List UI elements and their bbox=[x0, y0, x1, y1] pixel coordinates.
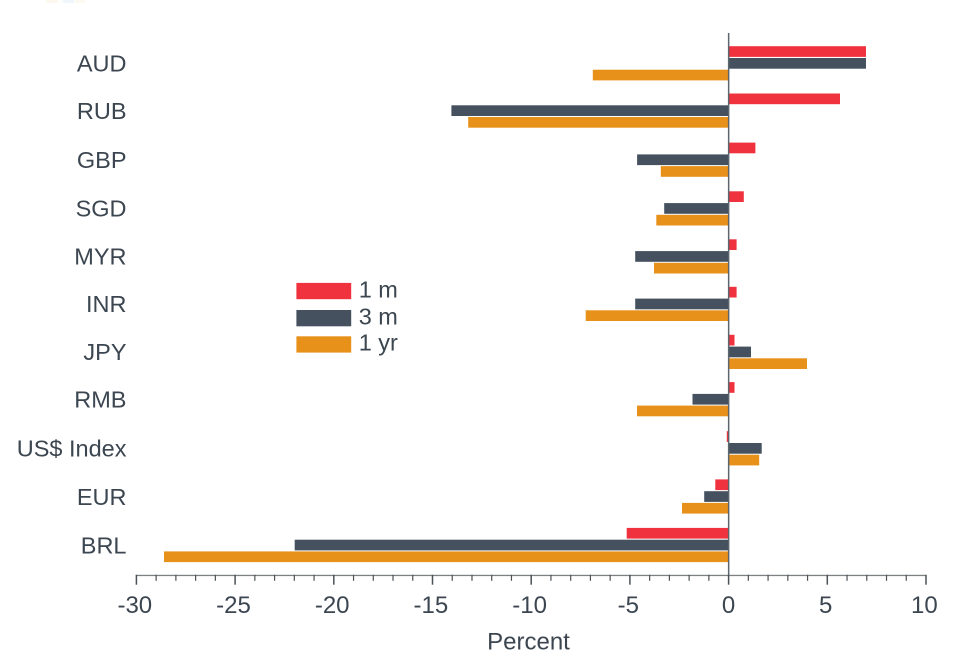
svg-text:5: 5 bbox=[819, 592, 832, 619]
svg-text:EUR: EUR bbox=[77, 484, 127, 510]
svg-text:-15: -15 bbox=[414, 592, 449, 619]
svg-text:RMB: RMB bbox=[74, 387, 126, 413]
svg-text:Percent: Percent bbox=[487, 629, 570, 656]
svg-text:1 m: 1 m bbox=[359, 276, 398, 302]
svg-text:SGD: SGD bbox=[76, 196, 127, 222]
svg-text:-20: -20 bbox=[315, 592, 350, 619]
svg-text:INR: INR bbox=[86, 291, 126, 317]
svg-text:GBP: GBP bbox=[77, 147, 127, 173]
svg-text:BRL: BRL bbox=[81, 532, 127, 558]
svg-text:RUB: RUB bbox=[77, 98, 127, 124]
svg-text:1 yr: 1 yr bbox=[359, 330, 398, 356]
svg-text:10: 10 bbox=[911, 592, 938, 619]
svg-text:MYR: MYR bbox=[74, 244, 126, 270]
svg-text:-10: -10 bbox=[512, 592, 547, 619]
svg-text:AUD: AUD bbox=[77, 51, 127, 77]
svg-text:-30: -30 bbox=[117, 592, 152, 619]
svg-text:-5: -5 bbox=[618, 592, 639, 619]
svg-text:JPY: JPY bbox=[83, 339, 126, 365]
svg-text:0: 0 bbox=[722, 592, 735, 619]
svg-text:-25: -25 bbox=[216, 592, 251, 619]
svg-text:3 m: 3 m bbox=[359, 303, 398, 329]
svg-text:US$ Index: US$ Index bbox=[17, 436, 127, 462]
